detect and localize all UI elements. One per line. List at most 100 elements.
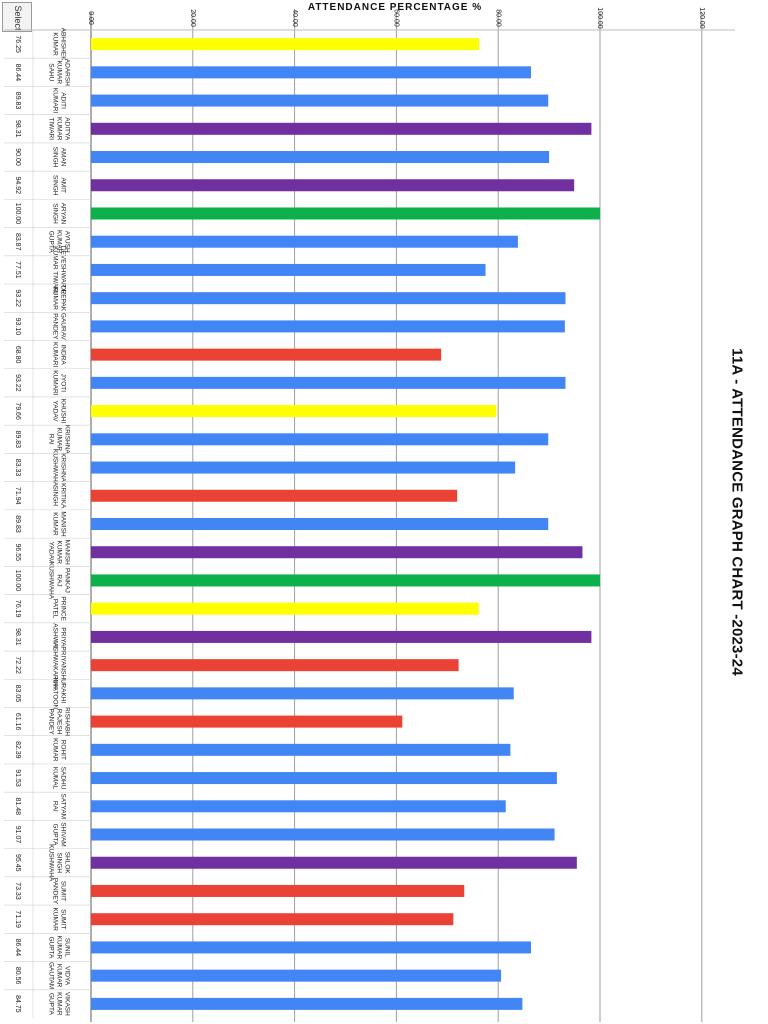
category-label-line: SUMIT [60,909,67,929]
category-label-line: SADHU [60,767,67,790]
data-label: 82.39 [14,741,21,759]
category-label: INDRAKUMARI [52,342,67,367]
bar [91,38,480,51]
bar [91,913,454,926]
category-label-line: ADARSH [64,59,71,86]
bar [91,941,531,954]
category-label: SUMITPANDEY [52,878,67,905]
bar [91,518,549,530]
category-label-line: ASHWAL [52,623,59,651]
category-label-line: SINGH [52,175,59,196]
bar [91,969,502,982]
bar [91,546,583,559]
category-label-line: KUMAR [56,936,63,960]
data-label: 89.83 [14,92,21,110]
category-label-line: RAJ [56,574,63,586]
category-label-line: KUSHWAHA [48,844,55,882]
category-label: KRITIKASINGH [52,483,67,509]
category-label-line: KUMAR [52,286,59,310]
data-label: 91.07 [14,826,21,844]
bar [91,122,592,135]
category-label-line: TIWARI [48,118,55,141]
category-label-line: PANDEY [52,313,59,340]
data-label: 100.00 [14,203,21,225]
bar [91,376,566,389]
category-label: PRINCEPATEL [52,596,67,621]
data-label: 83.33 [14,459,21,477]
axis-title: ATTENDANCE PERCENTAGE % [308,2,482,13]
data-label: 89.83 [14,431,21,449]
category-label-line: KUSHWAHA [52,449,59,487]
category-label: KRISHNAKUSHWAHA [52,449,67,487]
category-label: ADITIKUMARI [52,88,67,113]
data-label: 98.31 [14,120,21,138]
category-label-line: KUMARI [52,370,59,395]
category-label-line: KUMAR [52,32,59,56]
category-label-line: ROHIT [60,740,67,760]
category-label: AMANSINGH [52,147,67,168]
bar [91,715,403,728]
bar [91,461,516,474]
data-label: 83.05 [14,685,21,703]
category-label-line: GUPTA [48,936,55,959]
data-label: 61.16 [14,713,21,731]
data-label: 93.10 [14,318,21,336]
bar [91,207,600,220]
category-label: AMITSINGH [52,175,67,196]
bar [91,489,458,502]
category-label-line: RAKHI [60,683,67,703]
category-label-line: INDRA [60,345,67,366]
category-label-line: PANKAJ [64,568,71,593]
bar [91,151,550,164]
data-label: 100.00 [14,570,21,592]
tick-label: 120.00 [698,7,705,29]
category-label-line: PATEL [52,599,59,619]
category-label-line: JYOTI [60,374,67,393]
data-label: 91.53 [14,769,21,787]
category-label-line: PANDEY [52,878,59,905]
category-label-line: RISHABH [64,707,71,736]
category-label: PRIYAASHWAL [52,623,67,651]
category-label-line: SUMIT [60,881,67,901]
category-label-line: KUMARI [52,342,59,367]
category-label-line: SINGH [52,203,59,224]
category-label-line: KUMAR [52,738,59,762]
bar [91,828,555,841]
category-label: KHUSHIYADAV [52,399,67,424]
category-label-line: VISHWAKARMA [52,641,59,690]
data-label: 90.00 [14,148,21,166]
bar [91,433,549,446]
data-label: 96.55 [14,543,21,561]
sheet-select-tab[interactable]: Select [2,2,32,32]
bar [91,320,565,333]
data-label: 84.75 [14,995,21,1013]
category-label-line: YADAV [52,401,59,423]
bar [91,179,575,192]
category-label: PRIYANSHUVISHWAKARMA [52,641,67,690]
category-label-line: KUMAR [56,964,63,988]
category-label: VIKASHKUMARGUPTA [48,992,71,1016]
category-label-line: KUSHWAHA [48,562,55,600]
category-label-line: PRIYA [60,627,67,647]
tick-labels: 0.00 20.00 40.00 60.00 80.00 100.00 120.00 [87,7,705,29]
category-label-line: SATYAM [60,793,67,819]
category-label-line: PANDEY [48,708,55,735]
bar [91,884,465,897]
category-label-line: YADAV [48,542,55,564]
category-label-line: SINGH [52,147,59,168]
category-label-line: KUMAR [56,61,63,85]
category-label-line: AMIT [60,177,67,193]
bar [91,743,511,756]
category-label-line: KUMAR [56,117,63,141]
category-label-line: KUMAR [52,512,59,536]
bar [91,574,600,587]
data-label: 98.31 [14,628,21,646]
data-label: 89.83 [14,515,21,533]
category-label-line: GAUTAM [48,962,55,989]
category-label-line: ARYAN [60,203,67,225]
category-label-line: KUMAR [56,540,63,564]
tick-label: 100.00 [596,7,603,29]
data-label: 77.51 [14,261,21,279]
tick-label: 60.00 [393,9,400,27]
